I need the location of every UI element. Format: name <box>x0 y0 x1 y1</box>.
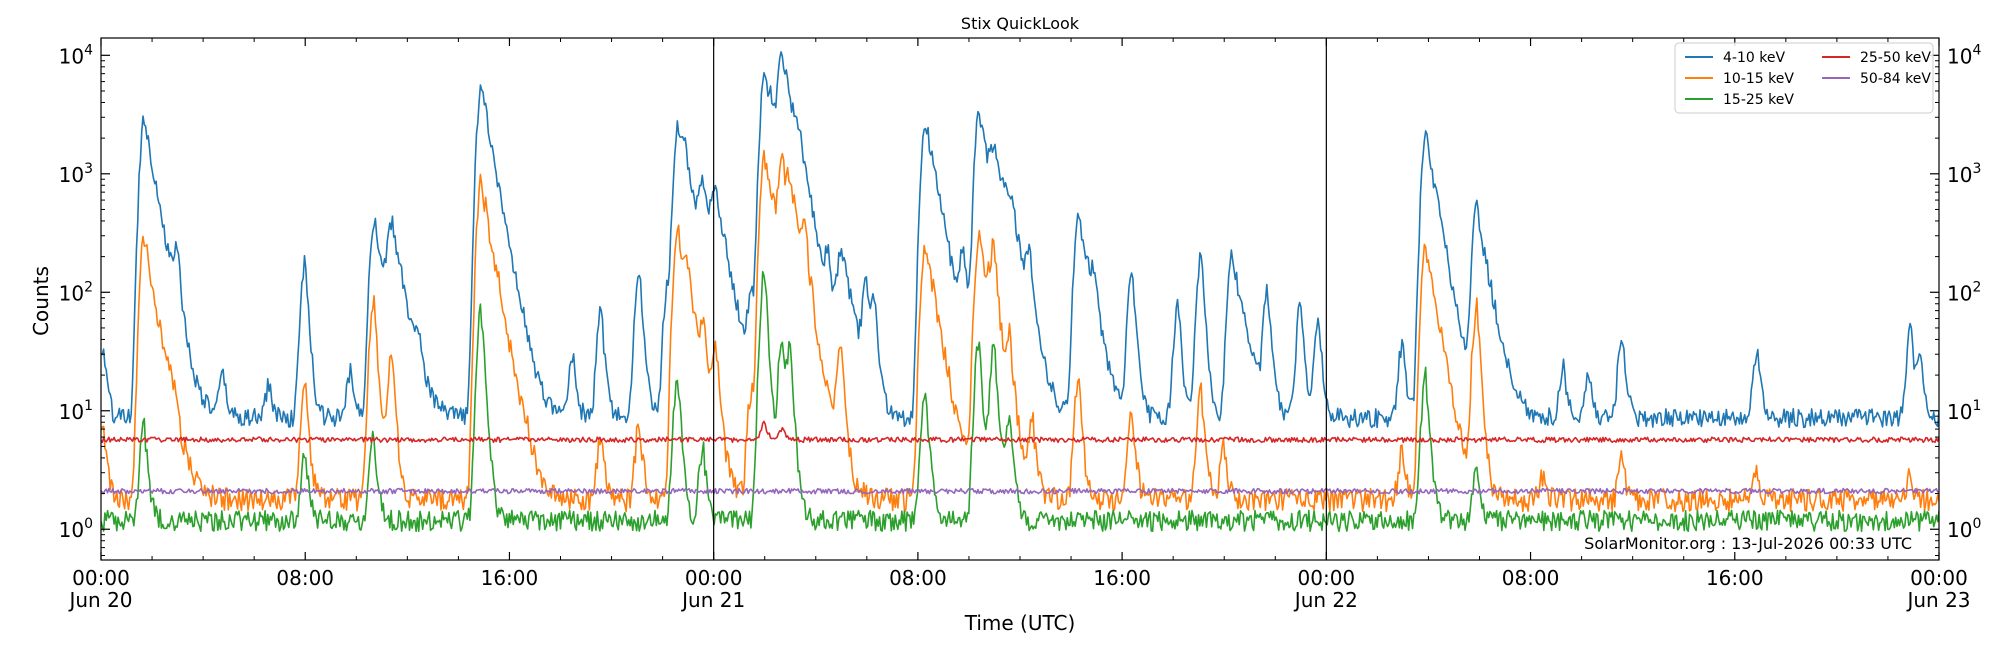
x-tick-date-label: Jun 22 <box>1293 588 1358 612</box>
y-axis-label: Counts <box>29 266 53 336</box>
series-line-4-10-kev <box>101 51 1939 429</box>
x-tick-date-label: Jun 23 <box>1905 588 1970 612</box>
legend-label-10-15-kev: 10-15 keV <box>1723 71 1794 87</box>
x-tick-label: 16:00 <box>1093 566 1151 590</box>
y-tick-label-left: 100 <box>59 516 93 542</box>
legend-label-25-50-kev: 25-50 keV <box>1860 50 1931 66</box>
y-tick-label-right: 103 <box>1947 161 1981 187</box>
legend-label-50-84-kev: 50-84 keV <box>1860 71 1931 87</box>
x-tick-label: 08:00 <box>276 566 334 590</box>
y-tick-label-right: 101 <box>1947 398 1981 424</box>
x-tick-label: 16:00 <box>1706 566 1764 590</box>
x-tick-date-label: Jun 21 <box>680 588 745 612</box>
x-tick-label: 16:00 <box>481 566 539 590</box>
y-tick-label-left: 104 <box>59 42 93 68</box>
legend-box <box>1674 42 1934 114</box>
watermark-annotation: SolarMonitor.org : 13-Jul-2026 00:33 UTC <box>1584 534 1912 553</box>
x-tick-label: 00:00 <box>685 566 743 590</box>
y-tick-label-left: 101 <box>59 398 93 424</box>
legend-label-4-10-kev: 4-10 keV <box>1723 50 1785 66</box>
series-line-25-50-kev <box>101 420 1939 444</box>
y-tick-label-right: 104 <box>1947 42 1981 68</box>
x-tick-label: 08:00 <box>1502 566 1560 590</box>
y-tick-label-right: 102 <box>1947 279 1981 305</box>
x-tick-label: 08:00 <box>889 566 947 590</box>
x-tick-label: 00:00 <box>72 566 130 590</box>
x-tick-label: 00:00 <box>1298 566 1356 590</box>
x-tick-date-label: Jun 20 <box>67 588 132 612</box>
legend-label-15-25-kev: 15-25 keV <box>1723 92 1794 108</box>
series-line-50-84-kev <box>101 487 1939 495</box>
series-line-15-25-kev <box>101 270 1939 533</box>
series-layer <box>101 51 1939 533</box>
x-tick-label: 00:00 <box>1910 566 1968 590</box>
y-tick-label-left: 102 <box>59 279 93 305</box>
y-tick-label-right: 100 <box>1947 516 1981 542</box>
x-axis-label: Time (UTC) <box>964 611 1076 635</box>
legend: 4-10 keV 10-15 keV 15-25 keV 25-50 keV 50-84… <box>1674 42 1934 114</box>
y-tick-label-left: 103 <box>59 161 93 187</box>
day-divider-layer <box>713 38 1327 560</box>
chart-title: Stix QuickLook <box>961 14 1080 33</box>
